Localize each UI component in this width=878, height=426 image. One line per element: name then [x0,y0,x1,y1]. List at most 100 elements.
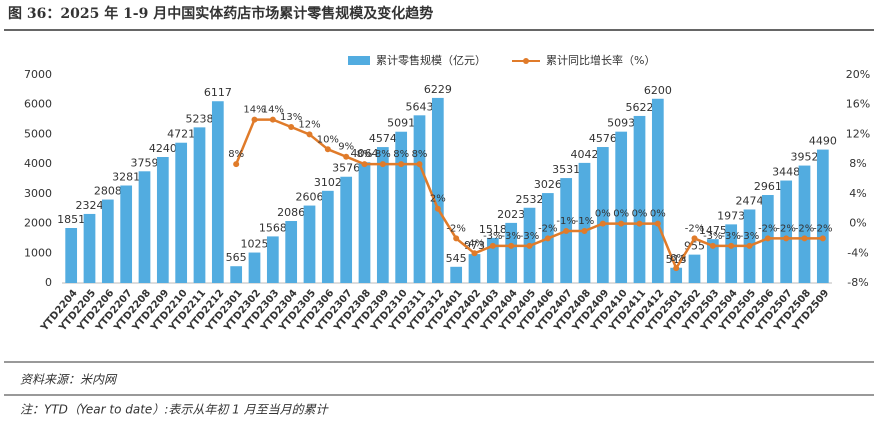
growth-marker [783,235,790,242]
bar-label: 6117 [204,86,232,99]
growth-marker [691,235,698,242]
growth-label: 8% [228,149,244,160]
growth-marker [544,235,551,242]
y-tick-label: 2000 [24,217,52,230]
bar-label: 1568 [259,221,287,234]
bar [798,165,811,283]
bar [193,127,206,284]
growth-marker [416,161,423,168]
bar-label: 1973 [717,209,745,222]
legend-swatch [348,56,370,65]
growth-label: 0% [595,209,611,220]
growth-marker [398,161,405,168]
y-tick-label: 7000 [24,68,52,81]
y2-tick-label: 20% [846,68,870,81]
growth-marker [343,153,350,160]
growth-marker [508,242,515,249]
bar-label: 3448 [772,166,800,179]
growth-marker [288,124,295,130]
bar-label: 3531 [552,163,580,176]
growth-marker [728,242,735,249]
bar [376,147,389,283]
growth-label: -2% [813,223,832,234]
growth-label: -1% [575,216,594,227]
bar [358,162,371,283]
bar-label: 6229 [424,83,452,96]
bar-label: 565 [226,251,247,264]
bar [303,205,316,283]
growth-label: -3% [703,231,722,242]
bar-label: 4576 [589,132,617,145]
bar [670,267,683,283]
source: 资料来源：米内网 [20,373,118,387]
growth-label: -6% [666,253,685,264]
y2-tick-label: 16% [846,98,870,111]
growth-marker [819,235,826,242]
bar-label: 2808 [94,185,122,198]
y-tick-label: 6000 [24,98,52,111]
growth-label: -2% [758,223,777,234]
growth-marker [526,242,533,249]
growth-marker [673,265,680,272]
growth-marker [489,242,496,249]
bar [505,222,518,283]
growth-label: -2% [795,223,814,234]
growth-marker [801,235,808,242]
bar [688,254,701,283]
bar-label: 5093 [607,117,635,130]
bar [156,157,169,283]
bar [816,149,829,283]
growth-marker [581,228,588,234]
growth-marker [764,235,771,242]
bar-label: 5238 [186,112,214,125]
growth-marker [471,250,478,257]
growth-label: -2% [776,223,795,234]
bar-label: 1475 [699,224,727,237]
bar-label: 5091 [387,117,415,130]
growth-marker [709,242,716,249]
bar-label: 6200 [644,84,672,97]
growth-marker [269,116,276,123]
growth-label: 0% [650,209,666,220]
y-tick-label: 5000 [24,127,52,140]
growth-marker [379,161,386,168]
bar [120,185,133,283]
growth-label: -3% [721,231,740,242]
y2-tick-label: 12% [846,127,870,140]
bar [266,236,279,283]
growth-label: -2% [446,223,465,234]
growth-marker [251,116,258,123]
bar-label: 1851 [57,213,85,226]
bar [725,224,738,283]
growth-marker [563,228,570,234]
bar-label: 2961 [754,180,782,193]
bar-label: 1518 [479,223,507,236]
growth-label: 8% [357,149,373,160]
growth-label: -2% [538,223,557,234]
growth-label: 14% [243,105,265,116]
growth-label: 2% [430,194,446,205]
growth-label: -3% [740,231,759,242]
chart-title: 图 36：2025 年 1-9 月中国实体药店市场累计零售规模及变化趋势 [8,5,433,22]
growth-marker [233,161,240,168]
bar [468,254,481,283]
growth-label: 8% [393,149,409,160]
bar-label: 3952 [791,151,819,164]
bar-label: 2086 [277,206,305,219]
legend-label: 累计零售规模（亿元） [376,53,486,67]
legend-swatch [523,58,529,64]
bar-label: 4721 [167,128,195,141]
growth-marker [636,220,643,227]
bar [413,115,426,283]
bar [230,266,243,283]
bar-label: 2606 [296,191,324,204]
bar [321,190,334,283]
bar [340,176,353,283]
growth-label: -3% [501,231,520,242]
bar [486,237,499,283]
growth-marker [654,220,661,227]
bar-label: 3759 [131,156,159,169]
y2-tick-label: 4% [849,187,866,200]
bar [633,115,646,283]
